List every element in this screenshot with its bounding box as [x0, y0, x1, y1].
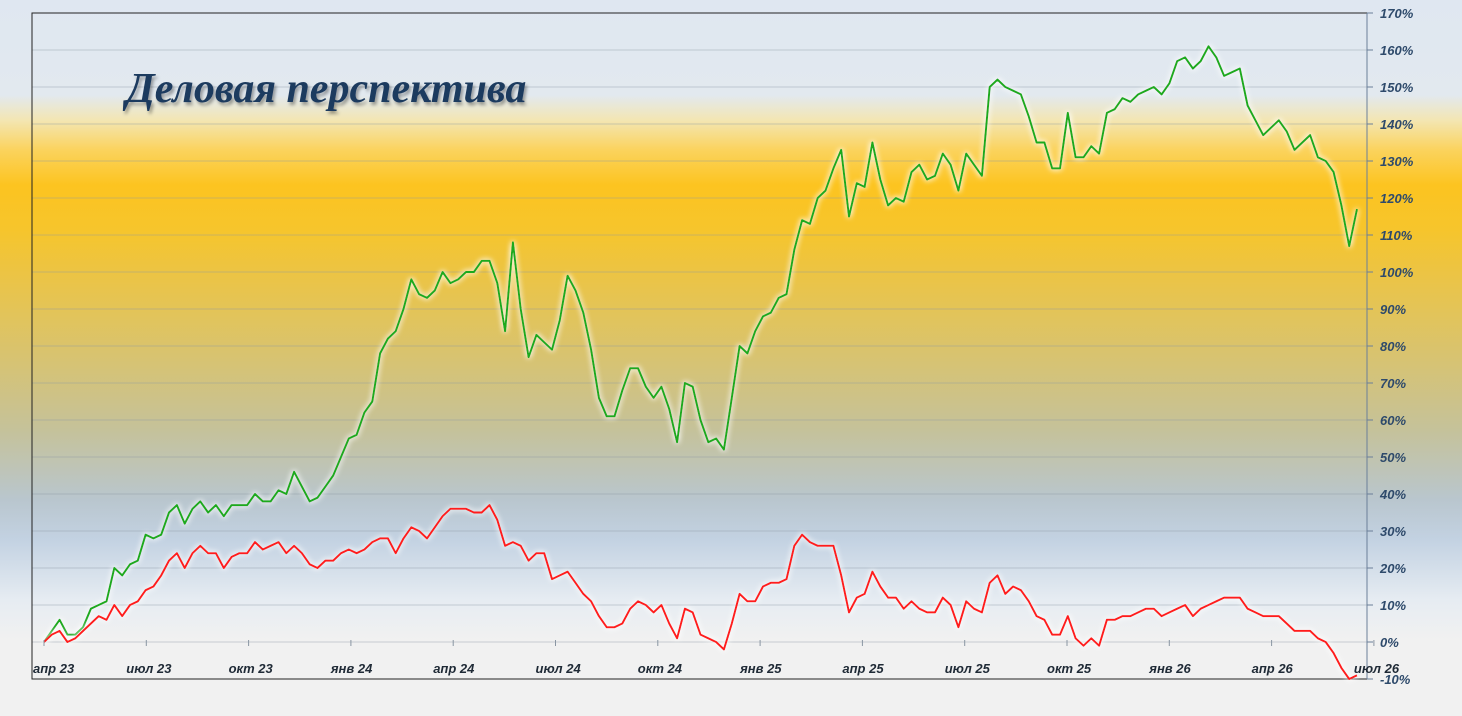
y-tick-label: 150%: [1380, 80, 1414, 95]
y-tick-label: 100%: [1380, 265, 1414, 280]
y-tick-label: 0%: [1380, 635, 1399, 650]
y-tick-label: 20%: [1379, 561, 1406, 576]
y-tick-label: 140%: [1380, 117, 1414, 132]
y-tick-label: 170%: [1380, 6, 1414, 21]
x-tick-label: июл 24: [536, 661, 582, 676]
x-tick-label: янв 24: [330, 661, 373, 676]
x-tick-label: окт 23: [229, 661, 274, 676]
x-tick-label: янв 25: [739, 661, 782, 676]
series-line-1: [43, 45, 1358, 643]
series-line-2: [43, 504, 1358, 680]
y-tick-label: 50%: [1380, 450, 1406, 465]
y-tick-label: 30%: [1380, 524, 1406, 539]
y-tick-label: 40%: [1379, 487, 1406, 502]
y-tick-label: 130%: [1380, 154, 1414, 169]
y-tick-label: 110%: [1380, 228, 1413, 243]
chart-title: Деловая перспектива: [122, 66, 526, 112]
y-tick-label: 120%: [1380, 191, 1414, 206]
x-tick-label: апр 24: [433, 661, 475, 676]
x-tick-label: июл 25: [945, 661, 991, 676]
x-tick-label: янв 26: [1148, 661, 1191, 676]
x-axis-ticks: апр 23 июл 23 окт 23 янв 24 апр 24 июл 24 окт …: [33, 640, 1400, 676]
x-tick-label: июл 23: [126, 661, 172, 676]
y-tick-label: 80%: [1380, 339, 1406, 354]
x-tick-label: апр 26: [1252, 661, 1294, 676]
x-tick-label: апр 23: [33, 661, 75, 676]
x-tick-label: окт 25: [1047, 661, 1092, 676]
y-tick-label: 90%: [1380, 302, 1406, 317]
gridlines: [32, 49, 1367, 643]
x-tick-label: апр 25: [842, 661, 884, 676]
y-tick-label: -10%: [1380, 672, 1411, 687]
x-tick-label: июл 26: [1354, 661, 1400, 676]
series-layer: [43, 45, 1358, 680]
y-tick-label: 70%: [1380, 376, 1406, 391]
y-tick-label: 10%: [1380, 598, 1406, 613]
y-axis-ticks: 170% 160% 150% 140% 130% 120% 110% 100% 90% 80% 70…: [1367, 6, 1414, 687]
x-tick-label: окт 24: [638, 661, 683, 676]
y-tick-label: 160%: [1380, 43, 1414, 58]
y-tick-label: 60%: [1380, 413, 1406, 428]
